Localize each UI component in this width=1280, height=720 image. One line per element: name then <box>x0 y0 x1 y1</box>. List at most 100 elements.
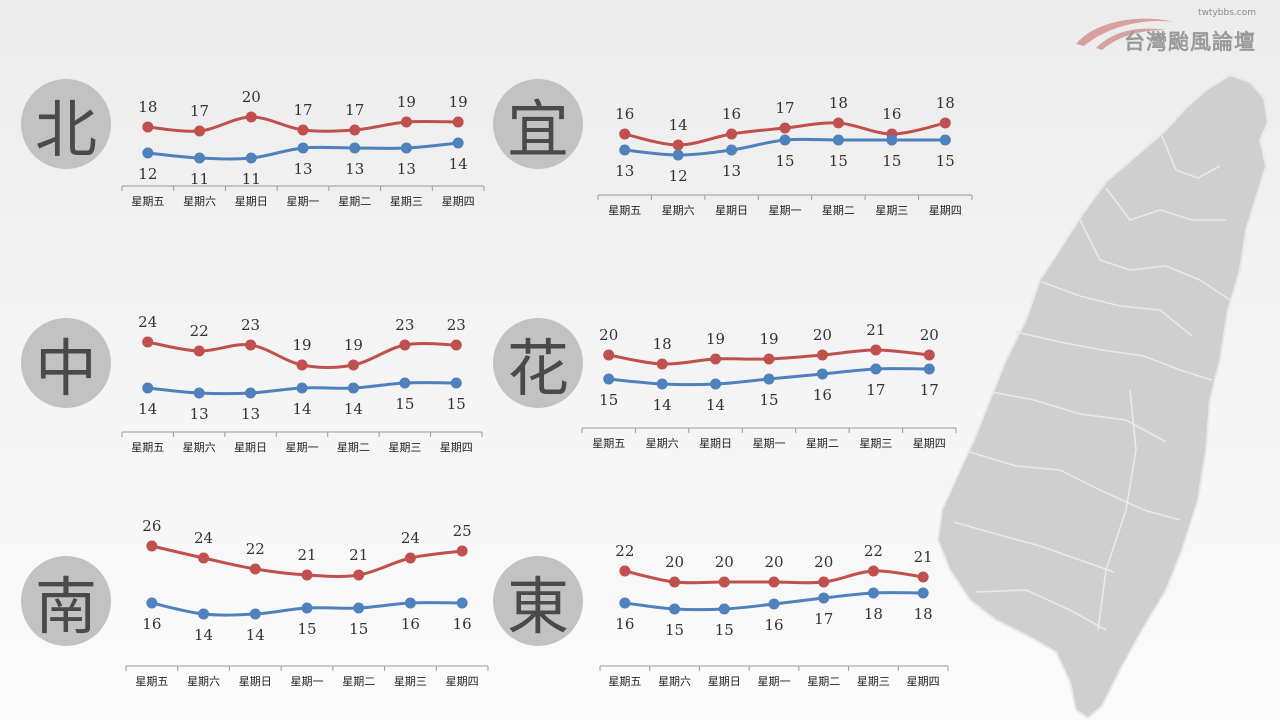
high-temp-label: 26 <box>142 517 161 535</box>
low-temp-label: 15 <box>775 152 794 170</box>
low-temp-point <box>399 377 411 389</box>
x-tick-label: 星期五 <box>608 675 641 688</box>
low-temp-point <box>245 387 257 399</box>
high-temp-label: 19 <box>706 330 725 348</box>
high-temp-point <box>353 569 365 581</box>
low-temp-point <box>763 373 775 385</box>
high-temp-point <box>923 349 935 361</box>
low-temp-label: 14 <box>292 400 311 418</box>
low-temp-point <box>923 363 935 375</box>
high-temp-label: 21 <box>914 548 933 566</box>
region-badge-hualien: 花 <box>493 318 583 408</box>
high-temp-label: 20 <box>920 326 939 344</box>
low-temp-point <box>194 152 206 164</box>
low-temp-label: 15 <box>395 395 414 413</box>
high-temp-point <box>763 353 775 365</box>
high-temp-point <box>832 117 844 129</box>
x-tick-label: 星期五 <box>608 204 641 217</box>
high-temp-point <box>142 121 154 133</box>
logo-name: 台灣颱風論壇 <box>1124 30 1256 54</box>
high-temp-label: 21 <box>349 546 368 564</box>
low-temp-label: 14 <box>194 626 213 644</box>
low-temp-point <box>726 144 738 156</box>
low-temp-point <box>710 378 722 390</box>
low-temp-point <box>456 597 468 609</box>
x-tick-label: 星期二 <box>342 675 375 688</box>
low-temp-point <box>347 382 359 394</box>
low-temp-point <box>450 377 462 389</box>
high-temp-label: 19 <box>449 93 468 111</box>
chart-yilan: 星期五 星期六 星期日 星期一 星期二 星期三 星期四 16 14 16 17 18 16 18 13 12 1… <box>597 94 973 217</box>
x-tick-label: 星期三 <box>390 195 423 208</box>
high-temp-point <box>603 349 615 361</box>
low-temp-point <box>656 378 668 390</box>
high-temp-point <box>779 122 791 134</box>
taiwan-map <box>936 73 1270 720</box>
low-temp-point <box>603 373 615 385</box>
low-temp-point <box>768 598 780 610</box>
low-temp-label: 13 <box>293 160 312 178</box>
x-tick-label: 星期四 <box>440 441 473 454</box>
high-temp-point <box>726 128 738 140</box>
low-temp-label: 15 <box>447 395 466 413</box>
x-tick-label: 星期二 <box>807 675 840 688</box>
high-temp-point <box>194 125 206 137</box>
low-temp-label: 16 <box>401 615 420 633</box>
x-tick-label: 星期日 <box>708 675 741 688</box>
high-temp-point <box>142 336 154 348</box>
forum-logo: twtybbs.com 台灣颱風論壇 <box>1070 8 1270 56</box>
low-temp-label: 15 <box>829 152 848 170</box>
high-temp-label: 18 <box>138 98 157 116</box>
low-temp-point <box>870 363 882 375</box>
high-temp-point <box>193 345 205 357</box>
low-temp-label: 15 <box>936 152 955 170</box>
low-temp-label: 16 <box>615 615 634 633</box>
high-temp-point <box>301 569 313 581</box>
x-tick-label: 星期二 <box>822 204 855 217</box>
x-tick-label: 星期六 <box>646 437 679 450</box>
low-temp-point <box>146 597 158 609</box>
high-temp-label: 24 <box>194 529 213 547</box>
high-temp-label: 20 <box>813 326 832 344</box>
high-temp-point <box>456 545 468 557</box>
high-temp-label: 19 <box>759 330 778 348</box>
high-temp-label: 18 <box>653 335 672 353</box>
high-temp-point <box>349 124 361 136</box>
high-temp-point <box>404 552 416 564</box>
x-tick-label: 星期三 <box>859 437 892 450</box>
high-temp-label: 17 <box>775 99 794 117</box>
high-temp-label: 16 <box>722 105 741 123</box>
x-tick-label: 星期六 <box>662 204 695 217</box>
chart-north: 星期五 星期六 星期日 星期一 星期二 星期三 星期四 18 17 20 17 17 19 19 12 11 1… <box>121 88 485 208</box>
high-temp-point <box>718 576 730 588</box>
high-temp-point <box>669 576 681 588</box>
high-temp-label: 21 <box>866 321 885 339</box>
low-temp-point <box>301 602 313 614</box>
high-temp-point <box>619 128 631 140</box>
high-temp-point <box>245 111 257 123</box>
low-temp-label: 14 <box>449 155 468 173</box>
low-temp-point <box>818 592 830 604</box>
high-temp-point <box>297 124 309 136</box>
chart-central: 星期五 星期六 星期日 星期一 星期二 星期三 星期四 24 22 23 19 19 23 23 14 13 1… <box>121 313 483 454</box>
low-temp-label: 13 <box>241 405 260 423</box>
low-temp-label: 18 <box>864 605 883 623</box>
low-temp-label: 18 <box>914 605 933 623</box>
x-tick-label: 星期日 <box>234 441 267 454</box>
high-temp-point <box>672 139 684 151</box>
low-temp-label: 15 <box>882 152 901 170</box>
low-temp-point <box>619 144 631 156</box>
low-temp-point <box>939 134 951 146</box>
x-tick-label: 星期四 <box>929 204 962 217</box>
x-tick-label: 星期六 <box>183 195 216 208</box>
low-temp-label: 11 <box>242 170 261 188</box>
x-tick-label: 星期一 <box>753 437 786 450</box>
high-temp-label: 24 <box>138 313 157 331</box>
low-temp-label: 16 <box>813 386 832 404</box>
low-temp-point <box>672 149 684 161</box>
low-temp-label: 11 <box>190 170 209 188</box>
low-temp-label: 15 <box>665 621 684 639</box>
x-tick-label: 星期一 <box>286 441 319 454</box>
high-temp-label: 17 <box>345 101 364 119</box>
x-tick-label: 星期二 <box>338 195 371 208</box>
